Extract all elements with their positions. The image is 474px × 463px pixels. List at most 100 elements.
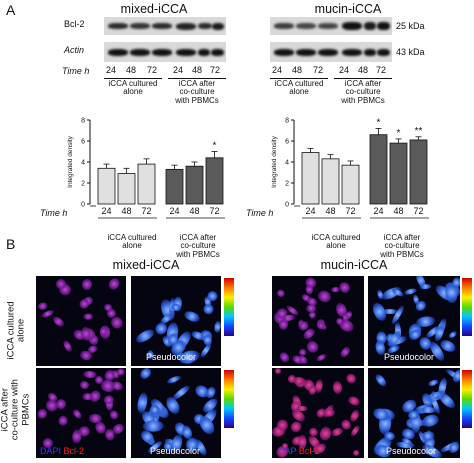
mixed-bar-2 [137,163,156,205]
mucin-ytick-label-0: 0 [285,202,289,209]
mucin-xtick-label-1: 48 [325,206,335,216]
cell [81,277,94,291]
mixed-pseudocolor-label-top: Pseudocolor [146,352,197,362]
cell [71,429,82,444]
cell [36,301,49,311]
cell [374,373,389,389]
mixed-blot-time-4: 24 [172,65,183,75]
cell [344,371,358,386]
cell [88,413,103,423]
mucin-ytick-label-3: 6 [285,139,289,146]
mixed-blot-co-line [168,78,226,79]
mixed-xtick-label-3: 24 [169,206,179,216]
cell [292,376,306,386]
dapi-label: DAPI [40,446,62,456]
mixed-chart-co-label: iCCA after co-culture with PBMCs [176,233,220,259]
panel-b-mixed-title: mixed-iCCA [112,258,180,272]
row2-label: iCCA after co-culture with PBMCs [0,379,32,441]
mixed-blot-time-label: Time h [62,66,90,76]
mucin-actin-blot [270,42,392,62]
mixed-ytick-label-4: 8 [81,118,85,125]
mucin-blot-co-label: iCCA after co-culture with PBMCs [341,79,385,105]
mucin-icca-title: mucin-iCCA [314,2,382,16]
mixed-xtick-label-2: 72 [141,206,151,216]
mucin-xtick-label-5: 72 [413,206,423,216]
row1-label: iCCA cultured alone [5,301,27,360]
mucin-xtick-label-2: 72 [345,206,355,216]
mucin-bar-2 [341,164,360,205]
colorbar-mucin-coculture [462,370,472,428]
mixed-ytick-label-1: 2 [81,181,85,188]
cell [315,378,324,394]
cell [427,378,440,388]
mucin-pseudocolor-label: Pseudocolor [386,446,437,456]
cell [36,407,49,421]
cell [349,423,362,437]
mucin-blot-alone-label: iCCA cultured alone [274,79,324,97]
mixed-ytick-label-2: 4 [81,160,85,167]
mixed-bar-1 [117,173,136,205]
mixed-blot-time-3: 72 [146,65,157,75]
mucin-blot-time-2: 48 [291,65,302,75]
mucin-bar-4 [389,142,408,205]
micrograph-mucin-coculture-fluorescence [272,368,364,458]
mixed-xtick-label-0: 24 [101,206,111,216]
cell [315,353,328,363]
bcl2-label-right: Bcl-2 [298,446,320,456]
mucin-ytick-label-2: 4 [285,160,289,167]
micrograph-mixed-coculture-fluorescence [36,368,126,458]
cell [276,418,289,432]
mucin-blot-co-line [334,78,392,79]
mucin-ytick-label-1: 2 [285,181,289,188]
cell [277,350,291,365]
mucin-xtick-label-4: 48 [393,206,403,216]
mixed-bar-0 [97,167,116,205]
cell [106,276,123,292]
cell [304,339,321,356]
cell [322,408,335,418]
cell [214,320,221,334]
panel-a-letter: A [6,2,16,18]
mucin-annotation-4: * [397,128,401,139]
mucin-blot-time-6: 72 [375,65,386,75]
cell [317,321,325,329]
mixed-xtick-label-1: 48 [121,206,131,216]
cell [274,368,281,374]
mixed-blot-time-2: 48 [125,65,136,75]
mixed-blot-time-6: 72 [209,65,220,75]
mucin-blot-alone-line [270,78,328,79]
cell [79,379,90,390]
mucin-chart-alone-label: iCCA cultured alone [311,233,361,251]
cell [353,449,360,457]
mucin-ytick-label-4: 8 [285,118,289,125]
micrograph-mixed-alone-fluorescence [36,276,126,366]
cell [330,426,344,438]
mixed-pseudocolor-label: Pseudocolor [150,446,201,456]
colorbar-mucin-alone [462,278,472,336]
mucin-blot-time-4: 24 [338,65,349,75]
mucin-bar-0 [301,152,320,205]
mixed-bar-3 [165,168,184,205]
cell [346,394,362,407]
cell [274,288,286,299]
mixed-blot-alone-label: iCCA cultured alone [108,79,158,97]
mixed-actin-blot [104,42,226,62]
mixed-chart-alone-label: iCCA cultured alone [107,233,157,251]
mucin-chart-time-label: Time h [246,208,274,218]
bcl2-blot-label: Bcl-2 [64,19,85,29]
micrograph-mucin-coculture-pseudocolor [368,368,460,458]
mixed-blot-alone-line [104,78,162,79]
cell [305,284,314,296]
dap-label: DAP [278,446,297,456]
mixed-blot-time-1: 24 [105,65,116,75]
panel-b-mucin-title: mucin-iCCA [320,258,388,272]
micrograph-mucin-alone-pseudocolor [368,276,460,366]
mucin-chart-co-label: iCCA after co-culture with PBMCs [380,233,424,259]
mucin-ylabel: Integrated density [271,135,278,187]
cell [165,374,182,386]
mucin-blot-time-5: 48 [357,65,368,75]
cell [332,380,344,395]
cell [338,279,353,295]
